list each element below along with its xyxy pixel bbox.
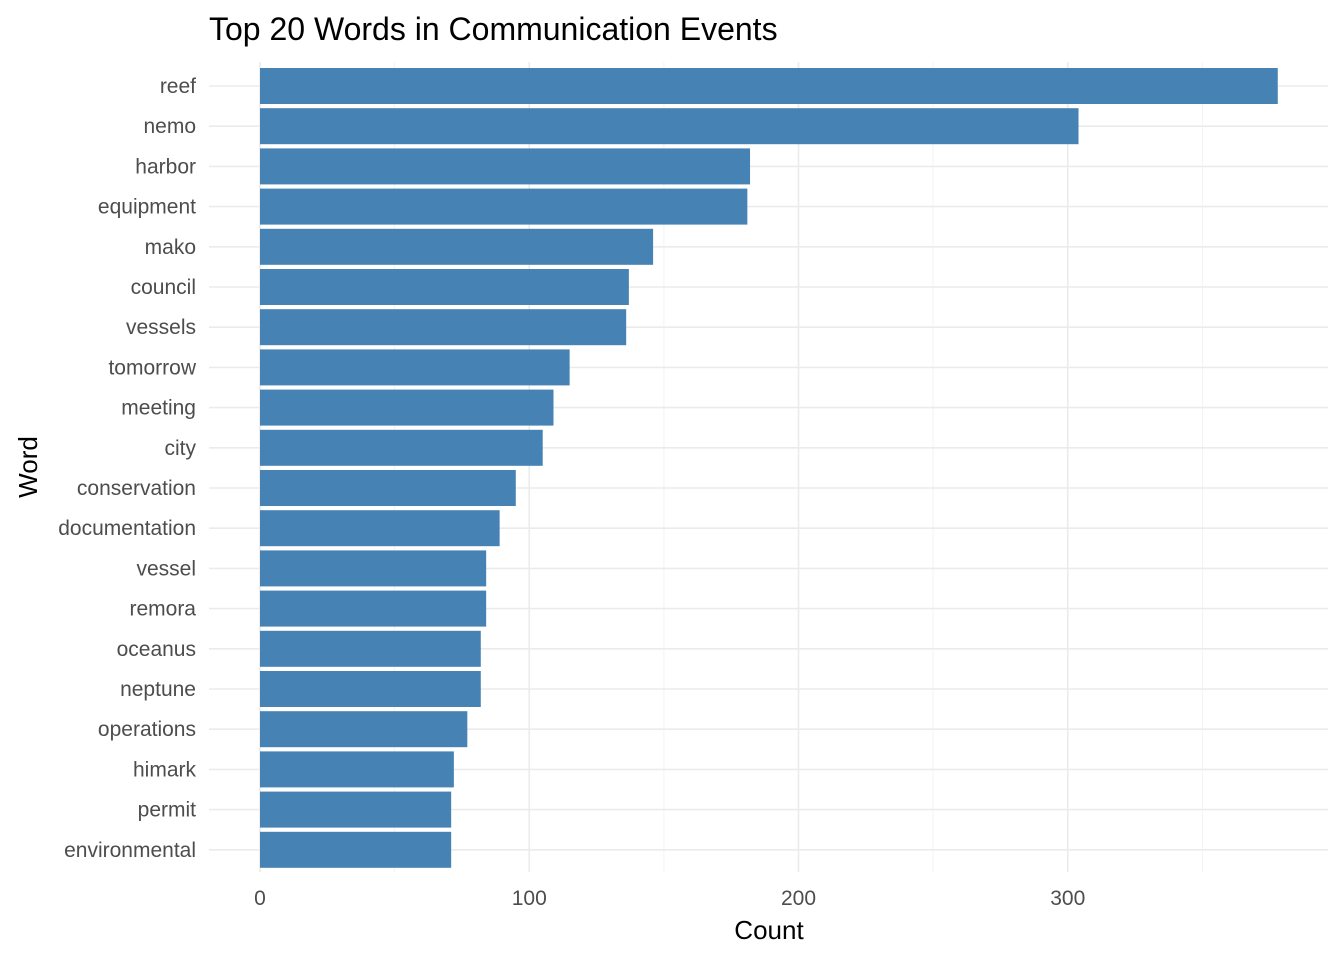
x-tick-label: 0 [254,887,266,910]
y-tick-label: neptune [120,678,196,701]
x-tick-label: 300 [1050,887,1085,910]
bar-council [260,269,629,305]
y-tick-label: conservation [77,477,196,500]
y-tick-label: tomorrow [108,356,196,379]
y-tick-label: remora [129,598,196,621]
y-axis-title: Word [13,436,43,498]
bar-permit [260,791,452,828]
bar-neptune [260,671,481,707]
y-tick-label: environmental [64,839,196,862]
bar-tomorrow [260,349,570,386]
y-tick-label: nemo [143,115,196,138]
x-tick-label: 100 [512,887,547,910]
bar-environmental [260,831,452,868]
bar-operations [260,711,468,748]
bar-mako [260,228,654,265]
bar-equipment [260,188,748,225]
y-tick-label: meeting [121,397,196,420]
bar-himark [260,751,454,788]
x-tick-label: 200 [781,887,816,910]
bar-oceanus [260,630,481,667]
y-tick-label: operations [98,718,196,741]
bar-reef [260,68,1278,104]
bar-meeting [260,389,554,426]
y-tick-label: council [131,276,196,299]
y-tick-label: vessels [126,316,196,339]
chart-title: Top 20 Words in Communication Events [209,11,778,47]
y-tick-label: equipment [98,196,196,219]
y-tick-label: vessel [136,557,196,580]
y-tick-label: harbor [135,155,196,178]
x-tick-labels: 0 100 200 300 [254,887,1085,910]
x-axis-title: Count [734,915,804,945]
y-tick-label: reef [160,75,196,98]
y-tick-label: oceanus [117,638,196,661]
y-tick-label: documentation [58,517,196,540]
bar-vessels [260,309,627,346]
bars-group [260,68,1278,868]
bar-remora [260,590,487,627]
bar-documentation [260,510,500,547]
y-tick-label: mako [145,236,196,259]
bar-harbor [260,148,751,185]
y-tick-labels: reef nemo harbor equipment mako council vessel… [58,75,197,862]
bar-nemo [260,108,1079,145]
bar-conservation [260,470,516,506]
y-tick-label: himark [133,758,197,781]
bar-vessel [260,550,487,587]
y-tick-label: city [165,437,197,460]
y-tick-label: permit [138,799,197,822]
bar-city [260,429,543,466]
